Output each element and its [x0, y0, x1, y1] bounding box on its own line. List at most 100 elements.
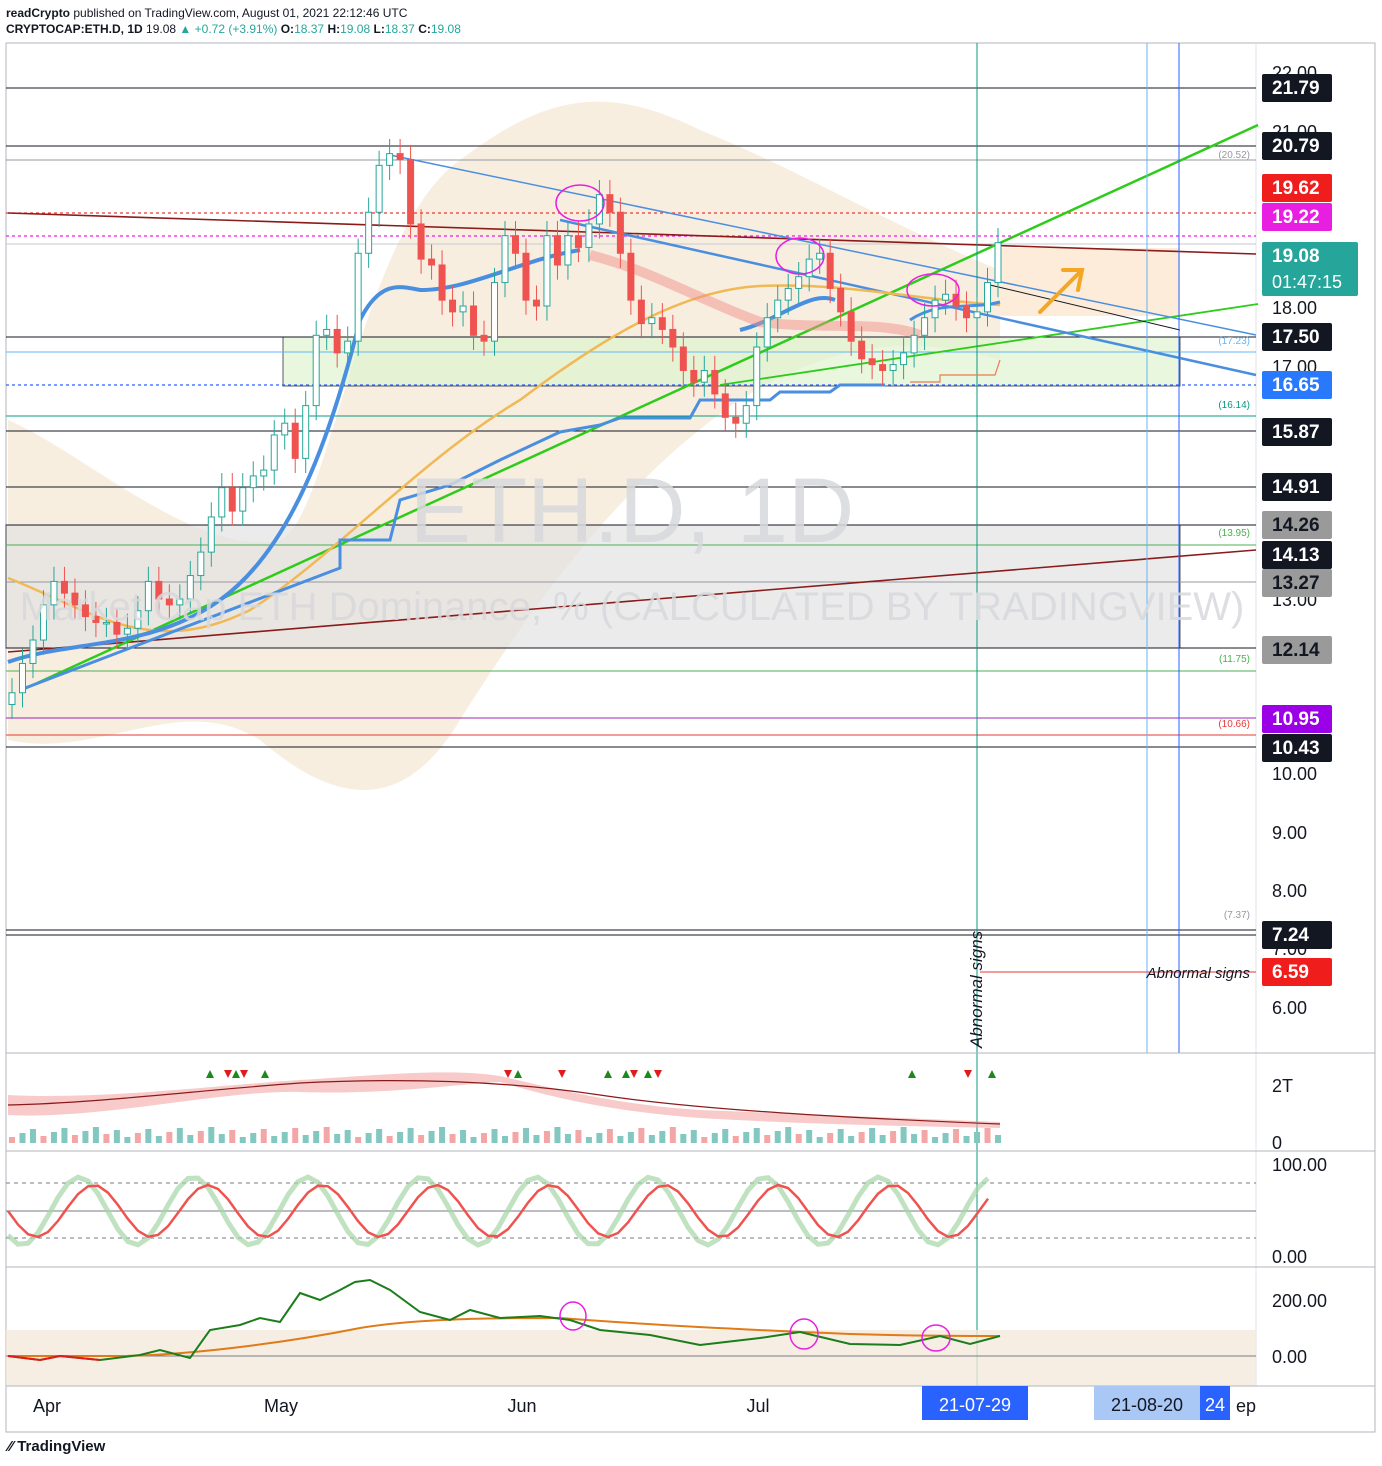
buy-signal-icon	[261, 1070, 269, 1078]
candle-body	[921, 317, 929, 336]
published-text: published on TradingView.com, August 01,…	[73, 6, 408, 20]
osc-line	[7, 1278, 1001, 1362]
candle-body	[92, 616, 100, 623]
publisher[interactable]: readCrypto	[6, 6, 71, 20]
x-axis-tick: May	[264, 1396, 298, 1416]
candle-body	[333, 328, 341, 354]
volume-bar	[166, 1132, 173, 1143]
candle-body	[501, 235, 509, 284]
candle-body	[753, 346, 761, 407]
brand-name: TradingView	[17, 1438, 106, 1455]
price-badge	[1262, 511, 1332, 539]
tradingview-logo[interactable]: ⁄⁄ TradingView	[8, 1438, 106, 1455]
small-level-label: (11.75)	[1219, 654, 1250, 665]
highlight-circle	[789, 1318, 819, 1350]
price-badge-label: 10.43	[1272, 738, 1320, 759]
x-axis-tick: ep	[1236, 1396, 1256, 1416]
candle-body	[690, 369, 698, 383]
candle-body	[910, 334, 918, 354]
candle-body	[522, 252, 530, 301]
candle-body	[616, 211, 624, 254]
ma-red-band	[588, 250, 922, 340]
candle-body	[365, 211, 373, 254]
candle-body	[931, 299, 939, 319]
volume-bar	[428, 1131, 435, 1143]
small-level-label: (16.14)	[1218, 400, 1250, 411]
candle-body	[511, 235, 519, 254]
blue-downtrend-line-2	[559, 218, 1257, 377]
price-badge	[1262, 958, 1332, 986]
volume-bar	[995, 1135, 1001, 1143]
volume-bar	[134, 1133, 141, 1143]
symbol[interactable]: CRYPTOCAP:ETH.D, 1D	[6, 22, 143, 36]
buy-signal-icon	[604, 1070, 612, 1078]
candle-body	[407, 159, 415, 225]
volume-bar	[669, 1127, 676, 1143]
stair-line	[19, 383, 885, 692]
buy-signal-icon	[206, 1070, 214, 1078]
price-badge	[1262, 921, 1332, 949]
volume-bar	[145, 1129, 152, 1143]
price-badge	[1262, 541, 1332, 569]
date-marker-label: 21-08-20	[1111, 1395, 1183, 1415]
candle-body	[742, 405, 750, 424]
volume-bar	[208, 1127, 215, 1143]
price-badge-label: 6.59	[1272, 962, 1309, 983]
candle-body	[942, 293, 950, 301]
candle-body	[585, 223, 593, 248]
price-badge	[1262, 132, 1332, 160]
x-axis-tick: Jul	[746, 1396, 769, 1416]
change: +0.72 (+3.91%)	[194, 22, 278, 36]
candle-body	[459, 305, 467, 313]
volume-bar	[869, 1128, 876, 1143]
volume-bar	[481, 1133, 488, 1143]
volume-bar	[187, 1135, 194, 1143]
candle-body	[344, 340, 352, 354]
candle-body	[700, 369, 708, 383]
ma-orange	[7, 284, 1001, 633]
price-badge-label: 15.87	[1272, 422, 1320, 443]
candle-body	[312, 334, 320, 407]
volume-bar	[250, 1133, 257, 1143]
date-marker	[922, 1386, 1028, 1420]
date-marker	[1094, 1386, 1200, 1420]
volume-bar	[302, 1135, 309, 1143]
volume-bar	[564, 1134, 571, 1143]
candle-body	[679, 346, 687, 371]
candle-body	[595, 194, 603, 225]
price-badge	[1262, 418, 1332, 446]
volume-bar	[176, 1128, 183, 1143]
candle-body	[29, 639, 37, 664]
volume-bar	[585, 1137, 592, 1143]
candle-body	[606, 194, 614, 213]
candle-body	[260, 469, 268, 477]
volume-bar	[942, 1133, 949, 1143]
volume-bar	[365, 1133, 372, 1143]
volume-bar	[890, 1131, 897, 1143]
volume-bar	[334, 1134, 341, 1143]
candle-body	[994, 242, 1002, 284]
candle-body	[417, 223, 425, 260]
candle-body	[721, 393, 729, 418]
volume-bar	[606, 1129, 613, 1143]
price-badge	[1262, 323, 1332, 351]
volume-bar	[785, 1127, 792, 1143]
volume-bar	[963, 1136, 970, 1143]
y-axis-tick: 6.00	[1272, 998, 1307, 1018]
candle-body	[165, 598, 173, 606]
osc-axis-tick: 200.00	[1272, 1291, 1327, 1311]
candle-body	[847, 311, 855, 342]
candle-body	[60, 580, 68, 594]
candle-body	[249, 475, 257, 489]
candle-body	[281, 422, 289, 436]
volume-bar	[386, 1136, 393, 1143]
osc-line-red	[7, 1354, 101, 1362]
volume-bar	[155, 1136, 162, 1143]
candle-body	[543, 235, 551, 307]
volume-bar	[113, 1130, 120, 1143]
y-axis-tick: 10.00	[1272, 764, 1317, 784]
volume-bar	[680, 1134, 687, 1143]
volume-bar	[984, 1128, 991, 1143]
volume-bar	[816, 1137, 823, 1143]
